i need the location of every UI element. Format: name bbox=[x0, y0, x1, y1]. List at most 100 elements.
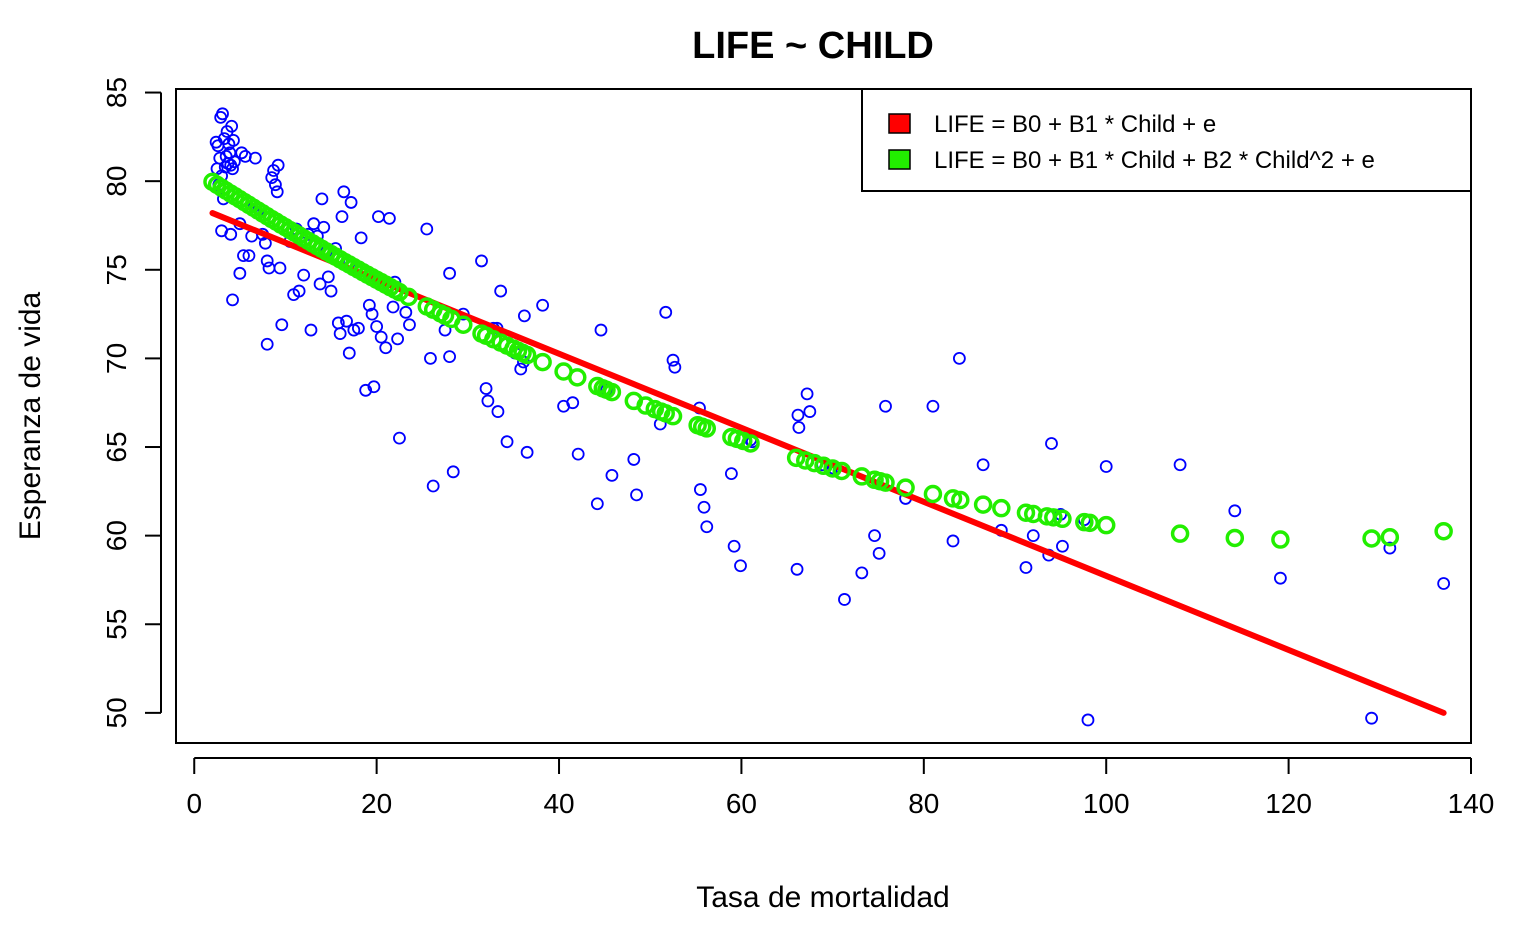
data-point bbox=[344, 196, 358, 209]
data-point bbox=[536, 298, 550, 312]
data-point bbox=[262, 261, 276, 275]
data-point bbox=[391, 332, 405, 346]
data-point bbox=[697, 500, 711, 514]
data-point bbox=[443, 350, 456, 364]
data-point bbox=[1081, 713, 1095, 727]
fitted-point bbox=[741, 434, 760, 453]
data-point bbox=[872, 546, 886, 560]
fitted-point bbox=[1362, 529, 1381, 548]
data-point bbox=[324, 284, 338, 298]
fitted-point bbox=[823, 459, 842, 478]
data-point bbox=[297, 268, 311, 282]
fitted-point bbox=[814, 456, 833, 476]
data-point bbox=[313, 277, 327, 291]
quadratic-fit-points bbox=[203, 172, 1453, 549]
data-point bbox=[226, 162, 239, 176]
fitted-point bbox=[390, 282, 409, 302]
fitted-point bbox=[1225, 528, 1245, 548]
fitted-point bbox=[1053, 509, 1072, 529]
data-point bbox=[952, 351, 966, 365]
data-point bbox=[627, 453, 641, 466]
data-point bbox=[659, 305, 673, 319]
fitted-point bbox=[943, 489, 963, 508]
y-tick-label: 65 bbox=[101, 431, 132, 462]
fitted-point bbox=[951, 490, 970, 510]
data-point bbox=[224, 227, 238, 241]
data-point bbox=[275, 318, 289, 332]
legend-label-linear: LIFE = B0 + B1 * Child + e bbox=[934, 111, 1216, 138]
x-tick-label: 80 bbox=[908, 788, 939, 819]
data-point bbox=[494, 284, 508, 298]
data-point bbox=[590, 497, 604, 511]
data-point bbox=[235, 146, 249, 160]
data-point bbox=[791, 408, 805, 422]
fitted-point bbox=[896, 478, 915, 497]
data-point bbox=[227, 133, 240, 147]
data-point bbox=[668, 360, 682, 374]
data-point bbox=[517, 309, 531, 323]
data-point bbox=[1099, 460, 1113, 473]
data-point bbox=[265, 171, 279, 185]
data-point bbox=[1045, 437, 1058, 450]
fitted-point bbox=[992, 498, 1011, 518]
data-point bbox=[370, 320, 384, 333]
data-point bbox=[269, 178, 282, 192]
fitted-point bbox=[923, 484, 943, 504]
fitted-point bbox=[454, 315, 473, 334]
data-point bbox=[792, 421, 806, 434]
fitted-point bbox=[663, 406, 683, 426]
data-point bbox=[393, 431, 406, 445]
data-point bbox=[500, 435, 514, 449]
data-point bbox=[879, 399, 892, 413]
data-point bbox=[237, 249, 250, 263]
data-point bbox=[520, 445, 534, 459]
data-point bbox=[481, 394, 495, 408]
y-tick-label: 50 bbox=[101, 697, 132, 728]
fitted-point bbox=[517, 345, 537, 365]
data-point bbox=[216, 107, 229, 121]
y-axis-label: Esperanza de vida bbox=[14, 291, 47, 540]
fitted-point bbox=[1016, 503, 1036, 523]
data-point bbox=[359, 383, 373, 397]
y-tick-label: 75 bbox=[101, 254, 132, 285]
data-point bbox=[800, 387, 814, 401]
y-axis: 50 55 60 65 70 75 80 85 bbox=[101, 77, 162, 728]
data-point bbox=[342, 346, 356, 360]
fitted-point bbox=[568, 368, 587, 387]
data-point bbox=[475, 254, 488, 268]
data-point bbox=[803, 405, 817, 418]
data-point bbox=[337, 185, 351, 199]
data-point bbox=[1026, 529, 1040, 543]
data-point bbox=[514, 362, 528, 376]
data-point bbox=[630, 488, 643, 502]
fitted-point bbox=[1096, 515, 1116, 535]
y-tick-label: 80 bbox=[101, 166, 132, 197]
data-point bbox=[855, 566, 869, 580]
fitted-point bbox=[805, 453, 824, 473]
data-point bbox=[260, 337, 274, 351]
legend: LIFE = B0 + B1 * Child + e LIFE = B0 + B… bbox=[861, 88, 1472, 192]
data-point bbox=[242, 249, 256, 263]
data-point bbox=[491, 405, 505, 418]
fitted-point bbox=[1380, 527, 1400, 547]
fitted-point bbox=[973, 495, 993, 514]
data-point bbox=[1228, 504, 1242, 518]
data-point bbox=[260, 254, 274, 268]
x-tick-label: 100 bbox=[1083, 788, 1130, 819]
fitted-point bbox=[786, 448, 806, 468]
fitted-point bbox=[636, 396, 655, 415]
fitted-point bbox=[399, 287, 418, 307]
data-point bbox=[727, 539, 741, 553]
y-tick-label: 85 bbox=[101, 77, 132, 108]
data-point bbox=[946, 534, 960, 548]
data-point bbox=[304, 323, 318, 337]
data-point bbox=[379, 341, 393, 355]
data-point bbox=[479, 382, 493, 395]
legend-swatch-linear bbox=[888, 113, 911, 134]
data-point bbox=[270, 185, 284, 199]
fitted-point bbox=[533, 352, 552, 372]
fitted-point bbox=[602, 382, 622, 402]
fitted-point bbox=[1170, 524, 1190, 543]
data-point bbox=[838, 593, 851, 606]
